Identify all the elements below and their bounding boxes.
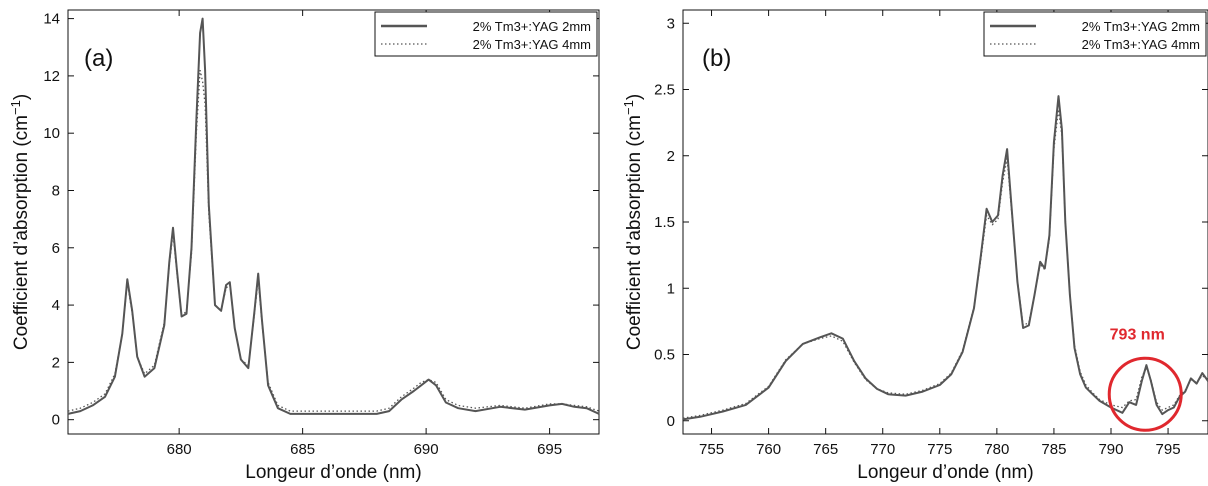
x-tick-label: 785 bbox=[1041, 441, 1066, 458]
y-tick-label: 14 bbox=[43, 11, 60, 28]
x-tick-label: 680 bbox=[167, 441, 192, 458]
x-tick-label: 765 bbox=[813, 441, 838, 458]
y-axis-label-text: Coefficient d’absorption (cm bbox=[624, 115, 645, 350]
y-axis-label-exponent: −1 bbox=[621, 100, 636, 115]
series-line-2mm bbox=[67, 17, 600, 415]
plot-frame bbox=[67, 9, 600, 435]
legend-box bbox=[983, 11, 1207, 57]
panel-label: (b) bbox=[702, 45, 731, 72]
y-axis-label-close: ) bbox=[624, 94, 645, 100]
y-axis-label-close: ) bbox=[11, 94, 32, 100]
x-tick-label: 755 bbox=[699, 441, 724, 458]
y-tick-label: 1 bbox=[667, 280, 675, 297]
annotation-label: 793 nm bbox=[1110, 326, 1165, 343]
y-tick-label: 6 bbox=[52, 240, 60, 257]
x-tick-label: 760 bbox=[756, 441, 781, 458]
y-tick-label: 10 bbox=[43, 125, 60, 142]
series-line-4mm bbox=[67, 70, 600, 412]
x-tick-label: 685 bbox=[290, 441, 315, 458]
legend-entry: 2% Tm3+:YAG 2mm bbox=[473, 19, 591, 34]
y-tick-label: 0.5 bbox=[654, 347, 675, 364]
legend-box bbox=[374, 11, 598, 57]
y-tick-label: 12 bbox=[43, 68, 60, 85]
y-axis-label: Coefficient d’absorption (cm−1) bbox=[8, 94, 32, 350]
y-axis-label: Coefficient d’absorption (cm−1) bbox=[621, 94, 645, 350]
series-line-4mm bbox=[682, 109, 1208, 419]
x-tick-label: 795 bbox=[1156, 441, 1181, 458]
x-tick-label: 770 bbox=[870, 441, 895, 458]
plot-frame bbox=[682, 9, 1208, 435]
panel-label: (a) bbox=[84, 45, 113, 72]
y-tick-label: 1.5 bbox=[654, 214, 675, 231]
y-tick-label: 3 bbox=[667, 15, 675, 32]
legend-entry: 2% Tm3+:YAG 4mm bbox=[1082, 37, 1200, 52]
annotation-circle bbox=[1107, 356, 1183, 432]
y-tick-label: 4 bbox=[52, 297, 60, 314]
y-tick-label: 2 bbox=[667, 148, 675, 165]
x-axis-label: Longeur d’onde (nm) bbox=[857, 462, 1033, 483]
x-tick-label: 780 bbox=[984, 441, 1009, 458]
y-tick-label: 0 bbox=[52, 412, 60, 429]
x-axis-label: Longeur d’onde (nm) bbox=[245, 462, 421, 483]
panel-a: 680 685 690 695 0 2 4 6 8 10 12 14 (a) 2% Tm3+:YAG 2m… bbox=[8, 9, 600, 483]
panel-b: 755 760 765 770 775 780 785 790 795 0 0.5 1 1.5 2 2.5 3… bbox=[621, 9, 1208, 483]
y-axis-label-exponent: −1 bbox=[8, 100, 23, 115]
y-tick-label: 2 bbox=[52, 354, 60, 371]
x-tick-label: 695 bbox=[537, 441, 562, 458]
y-tick-label: 8 bbox=[52, 182, 60, 199]
legend-entry: 2% Tm3+:YAG 4mm bbox=[473, 37, 591, 52]
x-tick-label: 775 bbox=[927, 441, 952, 458]
x-tick-label: 790 bbox=[1098, 441, 1123, 458]
x-tick-label: 690 bbox=[414, 441, 439, 458]
y-axis-label-text: Coefficient d’absorption (cm bbox=[11, 115, 32, 350]
series-line-2mm bbox=[682, 95, 1208, 421]
y-tick-label: 0 bbox=[667, 413, 675, 430]
y-tick-label: 2.5 bbox=[654, 82, 675, 99]
legend-entry: 2% Tm3+:YAG 2mm bbox=[1082, 19, 1200, 34]
